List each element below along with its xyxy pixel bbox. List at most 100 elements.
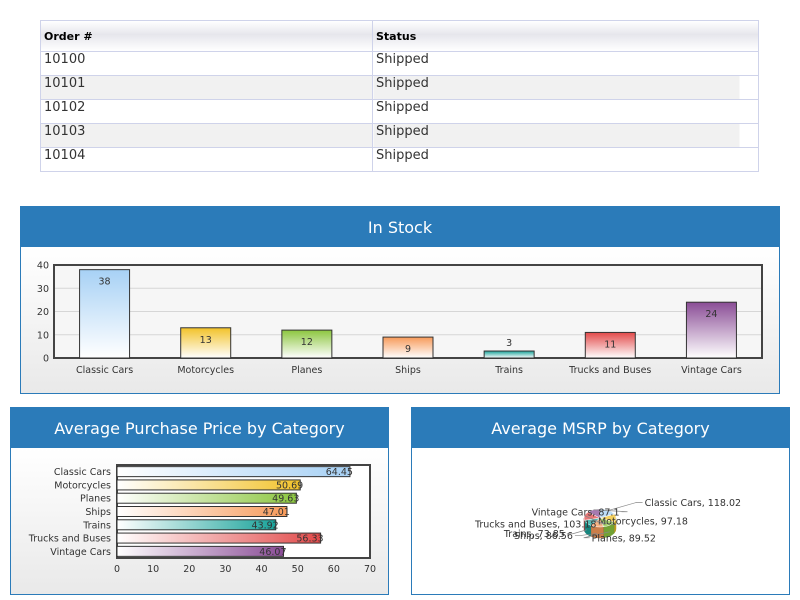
x-tick-label: 10 [147,564,159,575]
data-label: 38 [99,277,111,288]
order-number-cell: 10104 [41,147,373,171]
x-tick-label: Classic Cars [76,365,133,376]
data-label: 12 [301,337,313,348]
y-tick-label: Motorcycles [54,480,111,491]
leader-line [566,529,587,535]
data-label: 56.33 [296,534,323,545]
y-tick-label: Vintage Cars [50,547,111,558]
order-number-cell: 10103 [41,123,373,148]
avg-msrp-chart-area: Classic Cars, 118.02 Motorcycles, 97.18 Pl… [412,448,789,594]
orders-table: Order # Status 10100 Shipped 10101 Shipp… [40,20,759,172]
column-header-order[interactable]: Order # [41,21,373,52]
avg-purchase-price-panel: Average Purchase Price by Category Class… [10,407,389,595]
x-tick-label: 0 [114,564,120,575]
x-tick-label: 20 [183,564,195,575]
bar-motorcycles [180,327,232,359]
status-cell: Shipped [372,51,758,76]
pie-label-vintage-cars: Vintage Cars, 87.1 [532,507,620,518]
y-tick-label: Trucks and Buses [28,534,111,545]
data-label: 13 [200,335,212,346]
x-tick-label: Vintage Cars [681,365,742,376]
table-row[interactable]: 10102 Shipped [41,99,758,124]
pie-label-planes: Planes, 89.52 [592,533,656,544]
table-header-row: Order # Status [41,21,758,52]
x-tick-label: Ships [395,365,421,376]
avg-purchase-price-chart-area: Classic Cars 64.45 Motorcycles 50.69 Planes 4… [11,448,388,594]
pie-label-trains: Trains, 73.85 [503,529,565,540]
bar-planes [116,492,297,504]
bar-motorcycles [116,479,301,491]
order-number-cell: 10102 [41,99,373,124]
in-stock-panel: In Stock 0 10 20 30 40 38 Classic Cars 13 Motorc… [20,206,780,394]
bar-ships [382,336,434,359]
x-tick-label: 50 [292,564,304,575]
avg-purchase-price-bar-chart: Classic Cars 64.45 Motorcycles 50.69 Planes 4… [28,464,376,575]
bar-trains [116,519,277,531]
table-row[interactable]: 10101 Shipped [41,75,758,100]
data-label: 3 [506,338,512,349]
status-cell: Shipped [372,123,758,148]
y-tick-label: 0 [43,354,49,365]
in-stock-bar-chart: 0 10 20 30 40 38 Classic Cars 13 Motorcycles 12 Pl… [37,261,763,376]
x-tick-label: 40 [256,564,268,575]
pie-label-ships: Ships, 86.56 [514,531,573,542]
status-cell: Shipped [372,75,758,100]
x-tick-label: Trains [494,365,523,376]
table-row[interactable]: 10100 Shipped [41,51,758,76]
status-cell: Shipped [372,147,758,171]
leader-line [589,520,617,526]
avg-purchase-price-panel-title: Average Purchase Price by Category [11,408,388,448]
y-tick-label: 40 [37,261,49,272]
avg-msrp-panel-title: Average MSRP by Category [412,408,789,448]
data-label: 50.69 [276,480,303,491]
bar-trains [483,350,535,359]
data-label: 11 [604,339,616,350]
x-tick-label: Planes [291,365,322,376]
leader-line [584,515,605,525]
bar-classic-cars [79,269,131,359]
pie-label-trucks-and-buses: Trucks and Buses, 103.18 [474,519,596,530]
in-stock-panel-title: In Stock [21,207,779,247]
bar-ships [116,506,288,517]
data-label: 47.01 [263,507,290,518]
x-tick-label: 70 [364,564,376,575]
x-tick-label: Motorcycles [177,365,234,376]
data-label: 9 [405,344,411,355]
data-label: 46.07 [259,547,286,558]
y-tick-label: Ships [85,507,111,518]
order-number-cell: 10100 [41,51,373,76]
order-number-cell: 10101 [41,75,373,100]
bar-planes [281,329,333,359]
y-tick-label: 30 [37,284,49,295]
data-label: 64.45 [326,467,353,478]
y-tick-label: 20 [37,307,49,318]
x-tick-label: 30 [219,564,231,575]
bar-vintage-cars [685,301,737,359]
x-tick-label: Trucks and Buses [568,365,651,376]
bar-trucks-and-buses [116,532,322,544]
column-header-status[interactable]: Status [372,21,758,52]
data-label: 24 [705,309,717,320]
status-cell: Shipped [372,99,758,124]
table-row[interactable]: 10103 Shipped [41,123,758,148]
y-tick-label: Trains [82,520,111,531]
data-label: 49.63 [272,494,299,505]
bar-trucks-and-buses [584,331,636,359]
leader-line [574,533,597,536]
leader-line [608,502,643,511]
x-tick-label: 60 [328,564,340,575]
avg-msrp-pie-chart: Classic Cars, 118.02 Motorcycles, 97.18 Pl… [474,498,741,544]
bar-classic-cars [116,466,351,478]
leader-line [583,531,610,539]
in-stock-chart-area: 0 10 20 30 40 38 Classic Cars 13 Motorcycles 12 Pl… [21,247,779,393]
pie-label-motorcycles: Motorcycles, 97.18 [598,516,688,527]
pie-label-classic-cars: Classic Cars, 118.02 [645,498,741,509]
y-tick-label: Classic Cars [54,467,111,478]
data-label: 43.92 [252,520,279,531]
bar-vintage-cars [116,545,285,557]
leader-line [593,509,628,513]
y-tick-label: Planes [80,494,111,505]
table-row[interactable]: 10104 Shipped [41,147,758,171]
avg-msrp-panel: Average MSRP by Category Classic Cars, 1… [411,407,790,595]
y-tick-label: 10 [37,330,49,341]
